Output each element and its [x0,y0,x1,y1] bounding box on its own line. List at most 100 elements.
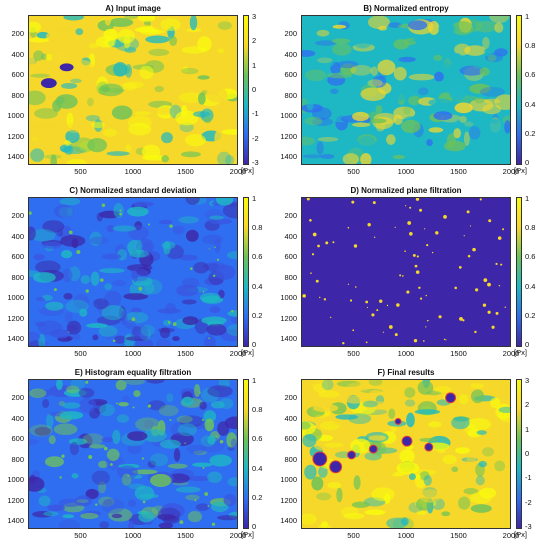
colorbar-tick-label: 0.8 [525,223,536,233]
x-tick-label: 1500 [450,349,467,358]
y-tick-label: 1200 [7,313,24,323]
colorbar-tick-label: 0.4 [252,463,263,473]
y-tick-label: 1000 [7,293,24,302]
unit-label: [Px] [514,348,527,357]
colorbar-tick-label: 0.8 [252,223,263,233]
colorbar-tick-label: 1 [252,60,257,70]
colorbar [243,197,249,347]
colorbar-tick-label: -1 [252,109,259,119]
colorbar-tick-label: 0 [525,449,530,458]
x-tick-label: 1000 [124,531,142,540]
y-tick-label: 1400 [7,334,24,343]
y-tick-label: 800 [284,454,297,464]
colorbar-tick-label: 0.4 [252,281,263,291]
colorbar-tick-label: -3 [252,158,259,167]
y-tick-label: 1400 [280,334,297,343]
colorbar-tick-label: 0.6 [525,252,536,262]
colorbar [516,15,522,165]
x-tick-label: 1000 [397,167,415,176]
y-tick-label: 600 [11,252,24,261]
panel-title: A) Input image [105,4,161,13]
colorbar [516,379,522,529]
x-tick-label: 1500 [177,349,194,358]
colorbar-tick-label: 0.2 [252,310,263,320]
y-tick-label: 1000 [280,475,297,484]
x-tick-label: 1000 [124,349,142,358]
x-tick-label: 1500 [177,167,194,176]
colorbar-tick-label: 1 [525,194,530,203]
x-tick-label: 1500 [450,167,467,176]
panel-6: F) Final results 200 400 600 800 1000 1200 1400… [273,368,543,550]
colorbar [243,379,249,529]
x-tick-label: 2000 [502,167,520,176]
panel-4: D) Normalized plane filtration 200 400 600 8… [273,186,543,368]
y-tick-label: 1000 [280,111,297,120]
panel-title: F) Final results [377,368,435,377]
unit-label: [Px] [241,348,254,357]
colorbar [243,15,249,165]
colorbar-tick-label: 0.8 [252,405,263,415]
colorbar-tick-label: -3 [525,522,532,531]
colorbar-tick-label: 1 [252,194,257,203]
x-tick-label: 500 [347,349,360,358]
colorbar-tick-label: 0.2 [525,128,536,138]
colorbar-tick-label: -1 [525,473,532,483]
colorbar-tick-label: 1 [525,12,530,21]
x-tick-label: 500 [347,531,360,540]
y-tick-label: 400 [284,413,297,423]
y-tick-label: 200 [284,211,297,220]
x-tick-label: 2000 [502,531,520,540]
x-tick-label: 2000 [229,349,247,358]
y-tick-label: 1200 [7,131,24,141]
x-tick-label: 1000 [397,531,415,540]
y-tick-label: 800 [284,90,297,100]
unit-label: [Px] [241,530,254,539]
colorbar-tick-label: 0.4 [525,281,536,291]
x-tick-label: 2000 [229,167,247,176]
colorbar-tick-label: -2 [525,497,532,507]
x-tick-label: 1000 [397,349,415,358]
y-tick-label: 200 [284,393,297,402]
y-tick-label: 400 [284,231,297,241]
y-tick-label: 400 [11,413,24,423]
panel-1: A) Input image 200 400 600 800 1000 1200 1400 50… [0,4,270,186]
y-tick-label: 1000 [7,111,24,120]
x-tick-label: 500 [74,349,87,358]
y-tick-label: 600 [284,434,297,443]
y-tick-label: 200 [11,29,24,38]
colorbar-tick-label: 0.6 [252,434,263,444]
y-tick-label: 600 [11,434,24,443]
colorbar-tick-label: 0.2 [252,492,263,502]
panel-3: C) Normalized standard deviation 200 400 60… [0,186,270,368]
x-tick-label: 1500 [177,531,194,540]
panel-title: B) Normalized entropy [363,4,449,13]
y-tick-label: 600 [11,70,24,79]
y-tick-label: 1200 [7,495,24,505]
colorbar-tick-label: 0.8 [525,41,536,51]
y-tick-label: 1000 [280,293,297,302]
x-tick-label: 500 [74,167,87,176]
heatmap-image [301,197,511,347]
panel-5: E) Histogram equality filtration 200 400 60… [0,368,270,550]
heatmap-image [301,379,511,529]
y-tick-label: 1400 [7,516,24,525]
colorbar-tick-label: 0.2 [525,310,536,320]
panel-2: B) Normalized entropy 200 400 600 800 1000 120… [273,4,543,186]
y-tick-label: 800 [11,454,24,464]
y-tick-label: 200 [11,211,24,220]
colorbar-tick-label: 0.6 [525,70,536,80]
y-tick-label: 400 [11,231,24,241]
panel-title: E) Histogram equality filtration [74,368,192,377]
colorbar-tick-label: 2 [252,36,257,46]
heatmap-image [301,15,511,165]
y-tick-label: 1000 [7,475,24,484]
unit-label: [Px] [514,530,527,539]
x-tick-label: 2000 [502,349,520,358]
colorbar-tick-label: 1 [525,424,530,434]
x-tick-label: 2000 [229,531,247,540]
heatmap-image [28,197,238,347]
colorbar-tick-label: 0 [252,85,257,94]
colorbar [516,197,522,347]
panel-title: D) Normalized plane filtration [350,186,462,195]
colorbar-tick-label: -2 [252,133,259,143]
